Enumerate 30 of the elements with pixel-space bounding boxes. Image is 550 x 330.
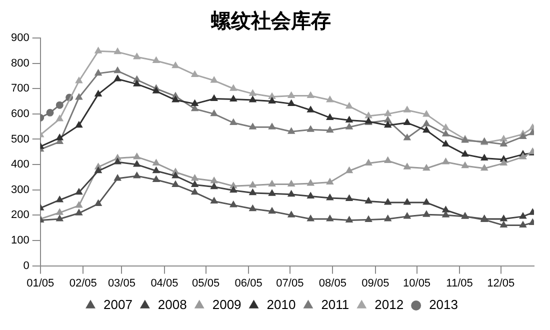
y-tick-label: 900 [10, 32, 30, 44]
y-tick-label: 100 [10, 234, 30, 247]
x-tick-label: 03/05 [108, 277, 136, 290]
legend-label: 2009 [212, 297, 242, 312]
x-tick-label: 11/05 [446, 277, 473, 290]
y-tick-label: 400 [10, 158, 30, 171]
y-tick-label: 500 [10, 133, 30, 146]
legend-label: 2011 [321, 297, 350, 312]
legend-label: 2008 [158, 297, 187, 312]
y-tick-label: 600 [10, 108, 30, 120]
x-tick-label: 04/05 [150, 277, 178, 290]
legend-label: 2012 [374, 297, 404, 312]
legend-label: 2007 [104, 297, 132, 312]
y-tick-label: 0 [23, 260, 30, 272]
x-tick-label: 08/05 [318, 277, 346, 290]
y-tick-label: 200 [10, 209, 30, 222]
y-tick-label: 700 [10, 82, 30, 95]
x-tick-label: 07/05 [276, 277, 304, 290]
x-tick-label: 01/05 [26, 277, 54, 290]
x-tick-label: 09/05 [362, 277, 390, 290]
x-tick-label: 12/05 [487, 277, 515, 290]
legend-label: 2013 [429, 297, 458, 312]
x-tick-label: 02/05 [69, 277, 97, 290]
x-tick-label: 05/05 [192, 277, 220, 290]
x-tick-label: 06/05 [234, 277, 262, 290]
x-tick-label: 10/05 [403, 277, 431, 290]
y-tick-label: 300 [10, 184, 30, 196]
y-tick-label: 800 [10, 57, 30, 70]
legend-label: 2010 [266, 297, 296, 312]
chart-title: 螺纹社会库存 [210, 10, 331, 33]
